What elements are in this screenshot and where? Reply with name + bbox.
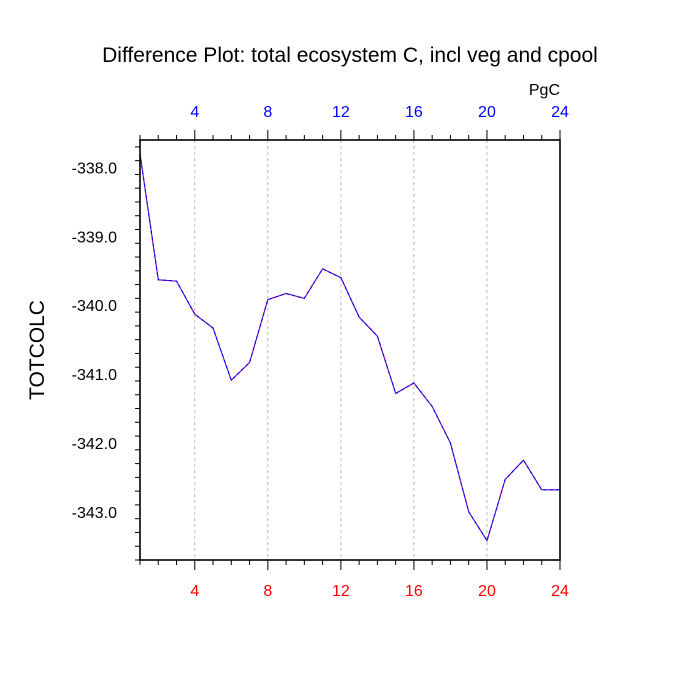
series-line-dash bbox=[139, 153, 560, 543]
y-tick-label: -342.0 bbox=[72, 436, 117, 453]
grid-lines bbox=[194, 140, 488, 560]
chart-title: Difference Plot: total ecosystem C, incl… bbox=[102, 44, 598, 67]
x-tick-label-top: 4 bbox=[190, 104, 199, 121]
y-tick-label: -339.0 bbox=[72, 229, 117, 246]
series-line-group bbox=[139, 153, 560, 543]
units-label: PgC bbox=[529, 82, 560, 99]
tick-labels: 4 4 8 8 12 12 16 16 20 20 24 24 -338.0 -339.0 -340.0 -3… bbox=[72, 104, 569, 600]
series-line bbox=[139, 153, 560, 543]
plot-frame bbox=[139, 139, 561, 561]
y-tick-label: -341.0 bbox=[72, 367, 117, 384]
x-tick-label-bottom: 24 bbox=[551, 583, 569, 600]
x-tick-label-top: 12 bbox=[332, 104, 350, 121]
x-tick-label-bottom: 4 bbox=[190, 583, 199, 600]
x-tick-label-top: 16 bbox=[405, 104, 423, 121]
x-tick-label-top: 8 bbox=[263, 104, 272, 121]
x-tick-label-top: 20 bbox=[478, 104, 496, 121]
y-tick-label: -343.0 bbox=[72, 505, 117, 522]
x-tick-label-bottom: 20 bbox=[478, 583, 496, 600]
y-axis-label: TOTCOLC bbox=[26, 300, 49, 400]
x-tick-label-bottom: 16 bbox=[405, 583, 423, 600]
x-tick-label-bottom: 8 bbox=[263, 583, 272, 600]
y-tick-label: -340.0 bbox=[72, 298, 117, 315]
axis-ticks bbox=[135, 130, 561, 570]
y-tick-label: -338.0 bbox=[72, 161, 117, 178]
x-tick-label-top: 24 bbox=[551, 104, 569, 121]
x-tick-label-bottom: 12 bbox=[332, 583, 350, 600]
